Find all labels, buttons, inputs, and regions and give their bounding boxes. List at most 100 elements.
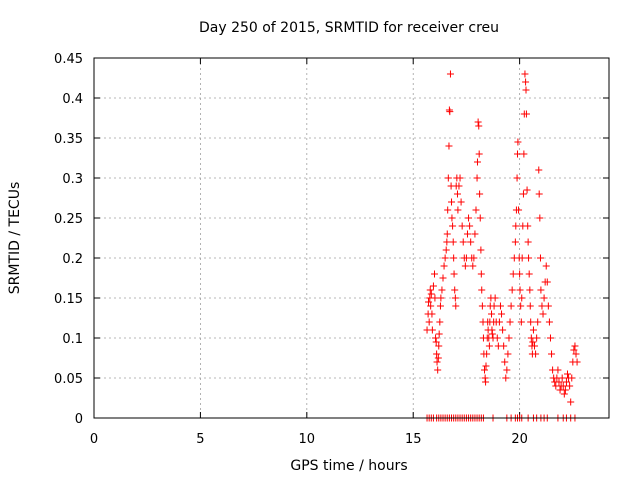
data-point	[477, 246, 485, 254]
data-point	[425, 298, 433, 306]
data-point	[545, 318, 553, 326]
data-point	[500, 342, 508, 350]
data-point	[432, 334, 440, 342]
data-point	[444, 206, 452, 214]
data-point	[450, 270, 458, 278]
data-point	[507, 302, 515, 310]
data-point	[499, 326, 507, 334]
data-point	[523, 186, 531, 194]
data-point	[469, 262, 477, 270]
data-point	[529, 338, 537, 346]
axis-ticks	[93, 57, 609, 419]
data-point	[529, 326, 537, 334]
data-point	[526, 286, 534, 294]
data-point	[441, 254, 449, 262]
data-point	[548, 350, 556, 358]
data-point	[483, 350, 491, 358]
data-point	[535, 190, 543, 198]
data-point	[481, 366, 489, 374]
data-point	[522, 78, 530, 86]
data-point	[542, 262, 550, 270]
data-point	[427, 302, 435, 310]
data-point	[520, 150, 528, 158]
data-point	[488, 330, 496, 338]
data-point	[509, 270, 517, 278]
data-point	[485, 342, 493, 350]
x-tick-label: 10	[299, 432, 316, 447]
data-point	[527, 318, 535, 326]
data-point	[531, 342, 539, 350]
data-point	[446, 70, 454, 78]
data-point	[476, 214, 484, 222]
data-point	[558, 374, 566, 382]
data-point	[504, 350, 512, 358]
data-point	[554, 366, 562, 374]
data-point	[453, 190, 461, 198]
data-point	[496, 302, 504, 310]
data-point	[568, 374, 576, 382]
data-point	[526, 302, 534, 310]
grid-lines	[94, 58, 609, 418]
data-point	[536, 214, 544, 222]
data-point	[571, 342, 579, 350]
y-tick-label: 0.15	[54, 292, 83, 307]
x-axis-label: GPS time / hours	[290, 458, 407, 474]
x-tick-label: 0	[90, 432, 98, 447]
data-point	[446, 108, 454, 116]
data-point	[515, 206, 523, 214]
data-point	[425, 318, 433, 326]
data-point	[444, 174, 452, 182]
data-point	[432, 338, 440, 346]
data-point	[567, 398, 575, 406]
data-point	[435, 330, 443, 338]
data-point	[562, 378, 570, 386]
data-point	[524, 222, 532, 230]
data-point	[506, 318, 514, 326]
data-point	[519, 190, 527, 198]
data-point	[561, 386, 569, 394]
data-point	[512, 222, 520, 230]
data-point	[430, 270, 438, 278]
data-point	[490, 302, 498, 310]
x-tick-label: 5	[196, 432, 204, 447]
y-tick-label: 0.25	[54, 212, 83, 227]
data-point	[495, 318, 503, 326]
data-point	[454, 206, 462, 214]
data-point	[522, 110, 530, 118]
data-point	[502, 374, 510, 382]
y-tick-label: 0.35	[54, 132, 83, 147]
data-point	[448, 214, 456, 222]
data-point	[488, 310, 496, 318]
data-point	[525, 254, 533, 262]
data-point	[449, 222, 457, 230]
data-point	[471, 230, 479, 238]
data-point	[445, 142, 453, 150]
data-point	[498, 310, 506, 318]
data-point	[482, 362, 490, 370]
data-point	[518, 254, 526, 262]
data-point	[513, 150, 521, 158]
y-tick-label: 0.45	[54, 52, 83, 67]
data-point	[439, 274, 447, 282]
data-point	[470, 254, 478, 262]
data-point	[508, 286, 516, 294]
data-point	[521, 70, 529, 78]
data-point	[435, 342, 443, 350]
data-point	[433, 358, 441, 366]
y-tick-labels: 0 0.05 0.1 0.15 0.2 0.25 0.3 0.35 0.4 0.45	[54, 52, 83, 427]
data-points	[423, 70, 581, 422]
data-point	[559, 382, 567, 390]
data-point	[466, 222, 474, 230]
data-point	[474, 118, 482, 126]
data-point	[534, 318, 542, 326]
data-point	[434, 366, 442, 374]
data-point	[442, 246, 450, 254]
data-point	[476, 190, 484, 198]
data-point	[438, 286, 446, 294]
data-point	[463, 230, 471, 238]
data-point	[459, 238, 467, 246]
y-tick-label: 0.3	[62, 172, 83, 187]
data-point	[472, 206, 480, 214]
data-point	[434, 354, 442, 362]
data-point	[477, 270, 485, 278]
